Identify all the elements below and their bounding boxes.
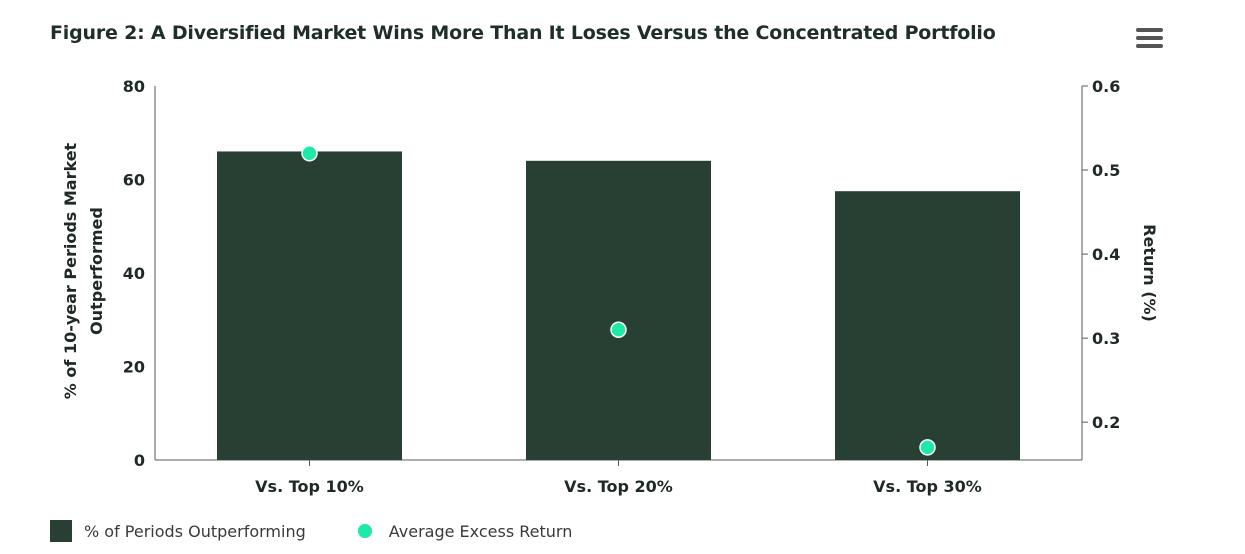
y2-axis-title: Return (%) — [1140, 224, 1159, 322]
bar — [217, 151, 402, 460]
chart-title: Figure 2: A Diversified Market Wins More… — [50, 22, 996, 44]
bar — [835, 191, 1020, 460]
y2-tick-label: 0.2 — [1092, 413, 1120, 432]
chart: 0 20 40 60 80 0.2 0.3 0.4 0.5 0.6 Vs. Top 10% Vs. T… — [61, 77, 1159, 496]
y2-tick-label: 0.5 — [1092, 161, 1120, 180]
bar — [526, 160, 711, 461]
hamburger-menu-icon[interactable] — [1136, 28, 1164, 50]
legend-dot-swatch — [357, 524, 372, 538]
y-axis-title: % of 10-year Periods Market Outperformed — [61, 142, 106, 399]
x-tick-label: Vs. Top 10% — [255, 477, 364, 496]
y-tick-label: 0 — [134, 451, 145, 470]
x-tick-label: Vs. Top 30% — [873, 477, 982, 496]
y-tick-label: 20 — [123, 358, 145, 377]
y2-tick-label: 0.3 — [1092, 329, 1120, 348]
legend: % of Periods Outperforming Average Exces… — [50, 520, 624, 542]
x-tick-label: Vs. Top 20% — [564, 477, 673, 496]
legend-item-dots[interactable]: Average Excess Return — [357, 521, 573, 541]
y2-tick-label: 0.6 — [1092, 77, 1120, 96]
legend-bars-label: % of Periods Outperforming — [84, 521, 306, 541]
legend-item-bars[interactable]: % of Periods Outperforming — [50, 520, 306, 542]
data-point — [919, 439, 936, 456]
y2-tick-label: 0.4 — [1092, 245, 1120, 264]
y-tick-label: 40 — [123, 264, 145, 283]
y-tick-label: 60 — [123, 171, 145, 190]
data-point — [610, 321, 627, 338]
legend-dots-label: Average Excess Return — [388, 521, 573, 541]
legend-bar-swatch — [50, 520, 72, 542]
data-point — [301, 144, 318, 162]
y-tick-label: 80 — [123, 77, 145, 96]
